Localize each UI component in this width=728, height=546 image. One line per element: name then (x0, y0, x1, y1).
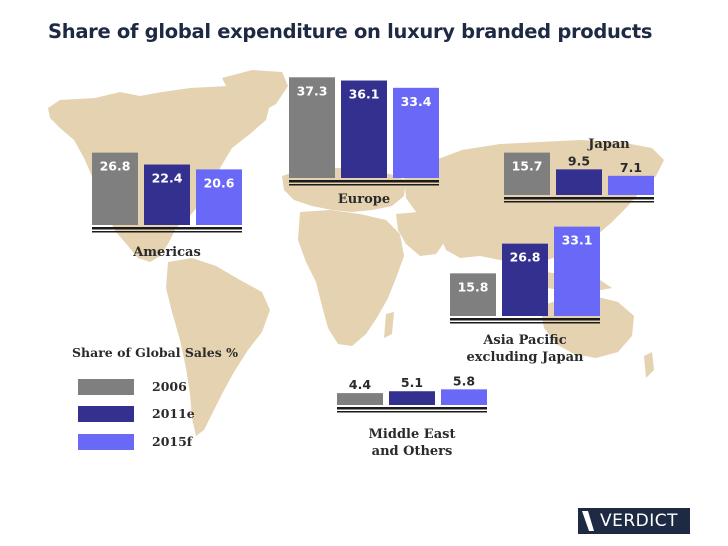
baseline-americas (92, 227, 242, 230)
bar-group-middle-east-and-others: 4.4 5.1 5.8 Middle East and Others (337, 373, 487, 459)
bar-middle-east-and-others-2015f (441, 389, 487, 405)
baseline-europe (289, 180, 439, 183)
map-africa (298, 210, 404, 346)
value-label: 36.1 (349, 87, 380, 102)
bar-europe-2015f (393, 87, 439, 178)
region-label: Asia Pacific (482, 333, 566, 348)
verdict-logo: VERDICT (578, 508, 690, 534)
value-label: 26.8 (510, 250, 541, 265)
value-label: 22.4 (152, 171, 183, 186)
chart-title: Share of global expenditure on luxury br… (48, 20, 653, 43)
value-label: 33.4 (401, 94, 432, 109)
value-label: 4.4 (349, 377, 371, 392)
legend-label-2015f: 2015f (152, 434, 193, 449)
bar-group-europe: 37.3 36.1 33.4 Europe (289, 77, 439, 207)
legend-swatch-2015f (78, 434, 134, 450)
value-label: 33.1 (562, 233, 593, 248)
baseline-middle-east-and-others (337, 407, 487, 410)
bar-group-japan: 15.7 9.5 7.1 Japan (504, 137, 654, 203)
region-label: Middle East (369, 427, 456, 442)
baseline-asia-pacific-excluding-japan (450, 318, 600, 321)
value-label: 5.1 (401, 375, 423, 390)
bar-americas-2011e (144, 164, 190, 225)
bar-americas-2015f (196, 169, 242, 225)
map-europe (282, 168, 406, 212)
region-label: and Others (372, 444, 453, 459)
bar-japan-2006 (504, 152, 550, 195)
value-label: 37.3 (297, 83, 328, 98)
value-label: 7.1 (620, 160, 642, 175)
map-south-america (166, 258, 270, 436)
value-label: 5.8 (453, 373, 475, 388)
map-new-zealand (644, 352, 654, 378)
value-label: 9.5 (568, 153, 590, 168)
value-label: 26.8 (100, 159, 131, 174)
bar-americas-2006 (92, 152, 138, 225)
region-label: Europe (338, 192, 390, 207)
region-label: Americas (132, 245, 201, 260)
baseline-secondary-americas (92, 231, 242, 233)
bar-asia-pacific-excluding-japan-2015f (554, 226, 600, 316)
value-label: 15.7 (512, 159, 543, 174)
bar-group-americas: 26.8 22.4 20.6 Americas (92, 152, 242, 260)
logo-text: VERDICT (600, 511, 679, 531)
region-label: Japan (587, 137, 630, 152)
legend-label-2011e: 2011e (152, 406, 195, 421)
bar-asia-pacific-excluding-japan-2011e (502, 243, 548, 316)
region-label: excluding Japan (467, 350, 585, 365)
baseline-secondary-japan (504, 201, 654, 203)
bar-europe-2011e (341, 80, 387, 178)
map-greenland (222, 70, 288, 114)
bar-europe-2006 (289, 77, 335, 178)
baseline-secondary-europe (289, 184, 439, 186)
bar-japan-2015f (608, 175, 654, 195)
bar-middle-east-and-others-2006 (337, 393, 383, 405)
bar-middle-east-and-others-2011e (389, 391, 435, 405)
value-label: 20.6 (204, 175, 235, 190)
baseline-secondary-asia-pacific-excluding-japan (450, 322, 600, 324)
legend-swatch-2011e (78, 406, 134, 422)
bar-japan-2011e (556, 169, 602, 195)
value-label: 15.8 (458, 279, 489, 294)
bar-asia-pacific-excluding-japan-2006 (450, 273, 496, 316)
baseline-japan (504, 197, 654, 200)
logo-mark-icon (582, 511, 594, 531)
bars-layer: 26.8 22.4 20.6 Americas 37.3 36.1 33.4 Europe 15… (92, 77, 654, 459)
legend-label-2006: 2006 (152, 379, 187, 394)
map-madagascar (384, 312, 394, 338)
bar-group-asia-pacific-excluding-japan: 15.8 26.8 33.1 Asia Pacific excluding Japan (450, 226, 600, 365)
legend-swatch-2006 (78, 379, 134, 395)
legend-title: Share of Global Sales % (72, 345, 238, 360)
baseline-secondary-middle-east-and-others (337, 411, 487, 413)
